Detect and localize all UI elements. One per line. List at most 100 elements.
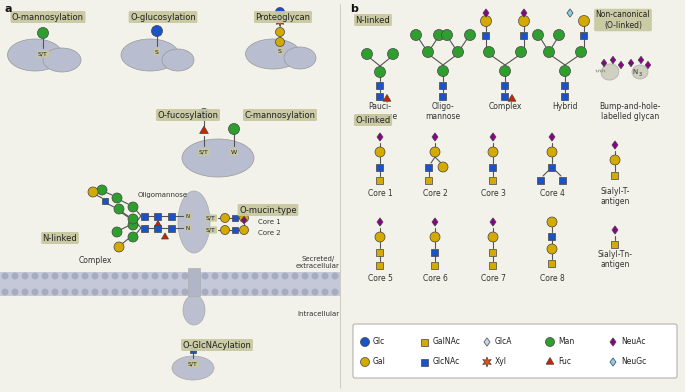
Circle shape xyxy=(162,272,169,279)
FancyBboxPatch shape xyxy=(562,93,569,100)
Circle shape xyxy=(251,289,258,296)
FancyBboxPatch shape xyxy=(580,31,588,38)
Circle shape xyxy=(12,289,18,296)
Text: Core 2: Core 2 xyxy=(423,189,447,198)
Circle shape xyxy=(121,272,129,279)
Circle shape xyxy=(221,214,229,223)
Circle shape xyxy=(312,289,319,296)
Polygon shape xyxy=(521,9,527,17)
FancyBboxPatch shape xyxy=(142,225,149,232)
Ellipse shape xyxy=(162,49,194,71)
Circle shape xyxy=(32,272,38,279)
Circle shape xyxy=(88,187,98,197)
Text: Bump-and-hole-
labelled glycan: Bump-and-hole- labelled glycan xyxy=(599,102,661,122)
Circle shape xyxy=(132,272,138,279)
Text: GalNAc: GalNAc xyxy=(433,338,461,347)
Circle shape xyxy=(438,162,448,172)
Text: C-mannosylation: C-mannosylation xyxy=(245,111,316,120)
Ellipse shape xyxy=(245,39,301,69)
Text: Core 4: Core 4 xyxy=(540,189,564,198)
Circle shape xyxy=(375,147,385,157)
Ellipse shape xyxy=(121,39,179,71)
Circle shape xyxy=(128,214,138,224)
FancyBboxPatch shape xyxy=(490,261,497,269)
Text: O-glucosylation: O-glucosylation xyxy=(130,13,196,22)
FancyBboxPatch shape xyxy=(102,198,108,204)
Circle shape xyxy=(275,7,284,16)
Circle shape xyxy=(480,16,492,27)
Circle shape xyxy=(275,27,284,36)
Circle shape xyxy=(62,272,68,279)
Circle shape xyxy=(484,47,495,58)
Circle shape xyxy=(112,227,122,237)
Text: Core 2: Core 2 xyxy=(258,230,281,236)
FancyBboxPatch shape xyxy=(490,249,497,256)
Circle shape xyxy=(182,272,188,279)
Ellipse shape xyxy=(43,48,81,72)
Circle shape xyxy=(488,232,498,242)
Text: NeuAc: NeuAc xyxy=(621,338,645,347)
Circle shape xyxy=(271,272,279,279)
Text: N: N xyxy=(186,225,190,230)
Circle shape xyxy=(162,289,169,296)
Circle shape xyxy=(101,272,108,279)
Circle shape xyxy=(112,289,119,296)
Ellipse shape xyxy=(178,191,210,253)
Circle shape xyxy=(151,272,158,279)
Text: Fuc: Fuc xyxy=(558,358,571,367)
Ellipse shape xyxy=(182,139,254,177)
Circle shape xyxy=(114,204,124,214)
Circle shape xyxy=(262,289,269,296)
Text: N-linked: N-linked xyxy=(356,16,390,25)
FancyBboxPatch shape xyxy=(521,31,527,38)
Polygon shape xyxy=(484,338,490,346)
Circle shape xyxy=(242,272,249,279)
FancyBboxPatch shape xyxy=(377,176,384,183)
Text: NeuGc: NeuGc xyxy=(621,358,646,367)
Text: O-fucosylation: O-fucosylation xyxy=(158,111,219,120)
Circle shape xyxy=(516,47,527,58)
FancyBboxPatch shape xyxy=(353,324,677,378)
Circle shape xyxy=(151,289,158,296)
Circle shape xyxy=(242,289,249,296)
Circle shape xyxy=(121,289,129,296)
Circle shape xyxy=(321,272,329,279)
Text: S/T: S/T xyxy=(38,51,48,56)
Circle shape xyxy=(221,225,229,234)
FancyBboxPatch shape xyxy=(188,268,200,296)
Text: Man: Man xyxy=(558,338,574,347)
Circle shape xyxy=(362,49,373,60)
Circle shape xyxy=(142,272,149,279)
Circle shape xyxy=(192,272,199,279)
Polygon shape xyxy=(612,141,618,149)
Circle shape xyxy=(62,289,68,296)
Circle shape xyxy=(112,193,122,203)
Circle shape xyxy=(229,123,240,134)
Text: N-linked: N-linked xyxy=(42,234,77,243)
Circle shape xyxy=(301,289,308,296)
Text: a: a xyxy=(5,4,12,14)
Circle shape xyxy=(610,155,620,165)
Circle shape xyxy=(423,47,434,58)
FancyBboxPatch shape xyxy=(560,176,566,183)
Text: GlcNAc: GlcNAc xyxy=(433,358,460,367)
Circle shape xyxy=(232,289,238,296)
FancyBboxPatch shape xyxy=(612,172,619,178)
Polygon shape xyxy=(199,126,208,134)
Text: S/T: S/T xyxy=(188,361,198,367)
Polygon shape xyxy=(638,56,644,64)
Circle shape xyxy=(375,232,385,242)
FancyBboxPatch shape xyxy=(190,347,196,353)
Circle shape xyxy=(453,47,464,58)
Text: O-mucin-type: O-mucin-type xyxy=(239,205,297,214)
Circle shape xyxy=(262,272,269,279)
Circle shape xyxy=(321,289,329,296)
Text: Gal: Gal xyxy=(373,358,386,367)
Circle shape xyxy=(547,244,557,254)
Polygon shape xyxy=(610,56,616,64)
Circle shape xyxy=(251,272,258,279)
Text: Core 1: Core 1 xyxy=(368,189,393,198)
Circle shape xyxy=(430,147,440,157)
FancyBboxPatch shape xyxy=(142,212,149,220)
FancyBboxPatch shape xyxy=(0,272,340,296)
